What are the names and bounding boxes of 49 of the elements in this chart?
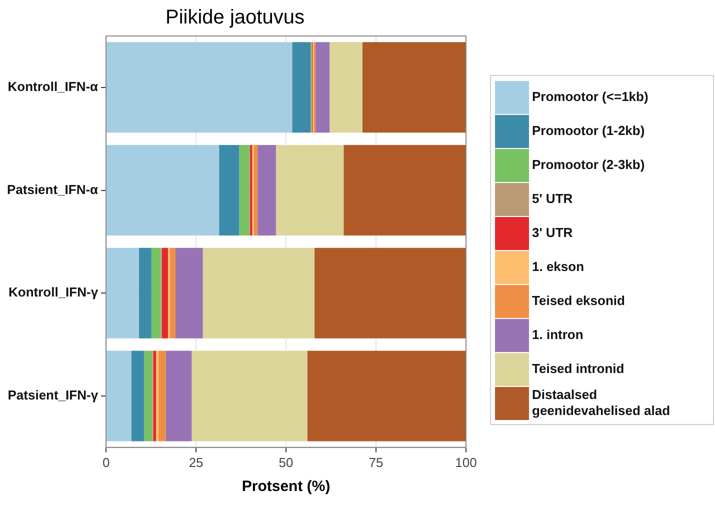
bar (106, 248, 139, 338)
bar (170, 248, 176, 338)
bar (192, 350, 308, 442)
bar (162, 248, 168, 338)
bar (330, 42, 362, 133)
y-tick-label: Kontroll_IFN-α (8, 79, 98, 94)
bar (307, 350, 466, 442)
y-tick-label: Patsient_IFN-α (6, 182, 98, 197)
x-tick-label: 50 (278, 454, 294, 470)
x-axis-title: Protsent (%) (242, 478, 330, 496)
bar (106, 42, 292, 133)
bar (254, 145, 258, 236)
bar (158, 350, 166, 442)
text: Distaalsed geenidevahelised alad (532, 387, 672, 419)
bar (219, 145, 240, 236)
text: 5' UTR (532, 191, 574, 207)
y-tick-label: Patsient_IFN-γ (8, 388, 99, 403)
x-tick-label: 25 (188, 454, 204, 470)
bar (131, 350, 144, 442)
bar (166, 350, 192, 442)
bar (292, 42, 311, 133)
text: Promootor (1-2kb) (532, 123, 646, 139)
bar (258, 145, 276, 236)
bar (176, 248, 203, 338)
text: Teised intronid (532, 361, 626, 377)
x-tick-label: 75 (368, 454, 384, 470)
x-tick-label: 100 (455, 454, 477, 470)
bar (202, 248, 314, 338)
text: 1. intron (532, 327, 584, 343)
bar (239, 145, 250, 236)
bar (106, 350, 132, 442)
text: Teised eksonid (532, 293, 626, 309)
text: Promootor (2-3kb) (532, 157, 646, 173)
bar (151, 248, 161, 338)
y-tick-label: Kontroll_IFN-γ (8, 284, 99, 300)
bar (276, 145, 344, 236)
bar (138, 248, 152, 338)
bar (106, 145, 220, 236)
bar (153, 350, 156, 442)
x-tick-label: 0 (102, 454, 110, 470)
text: 3' UTR (532, 225, 574, 241)
text: 1. ekson (532, 259, 586, 275)
bar (344, 145, 466, 236)
bar (144, 350, 152, 442)
chart-title: Piikide jaotuvus (166, 6, 304, 29)
bar (362, 42, 466, 133)
bar (314, 248, 466, 338)
bar (316, 42, 330, 133)
text: Promootor (<=1kb) (532, 89, 650, 105)
